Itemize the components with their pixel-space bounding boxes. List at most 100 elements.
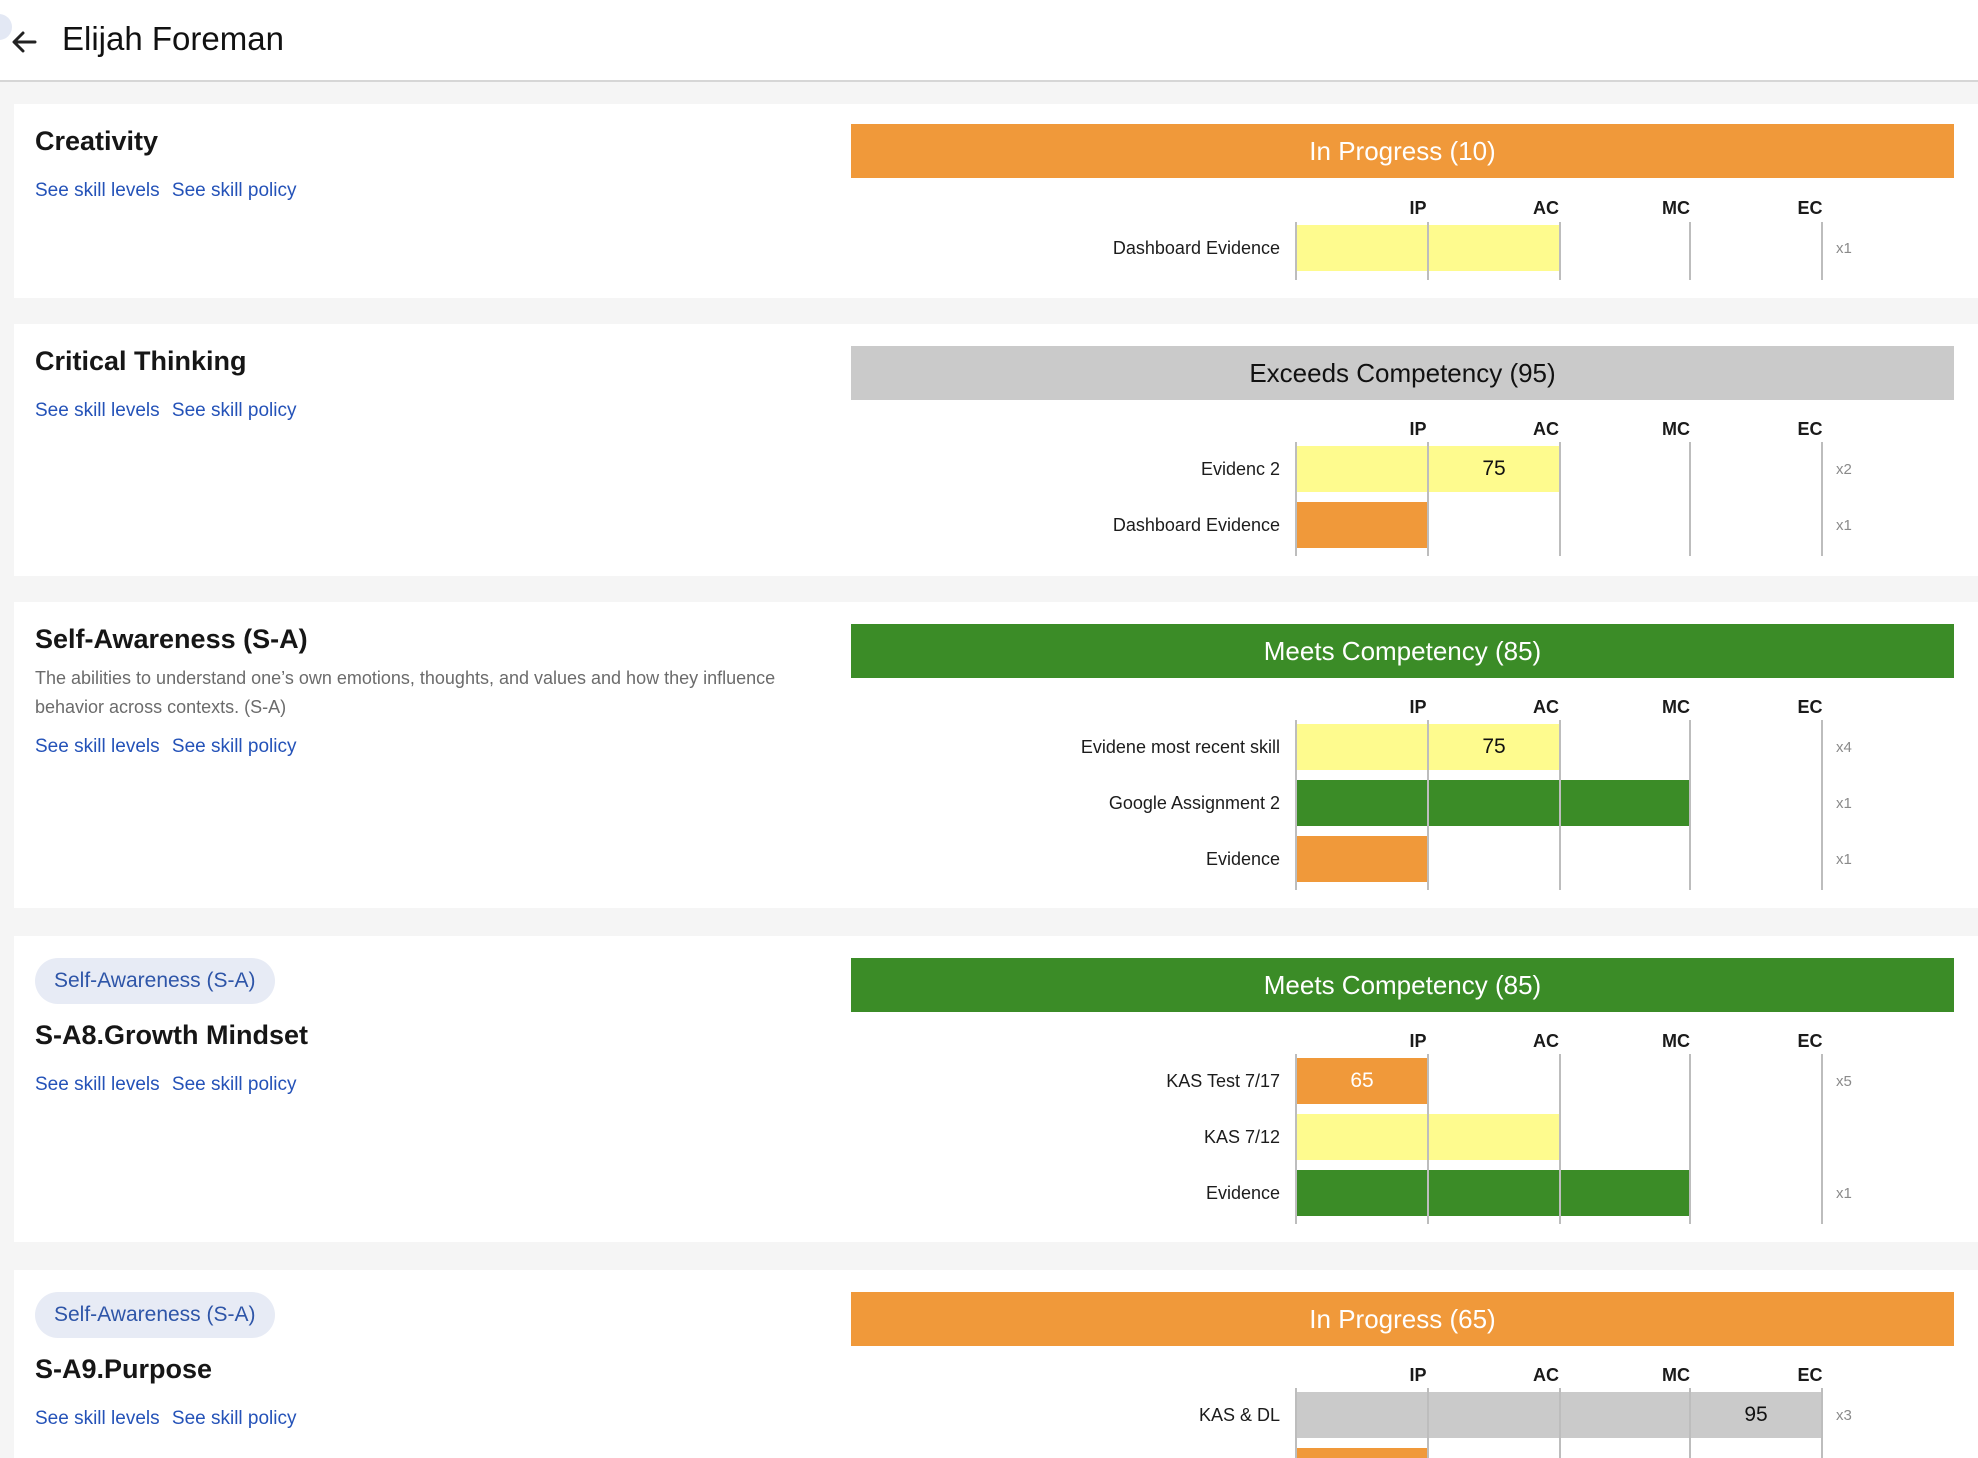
grid-line	[1559, 1054, 1561, 1224]
see-skill-policy-link[interactable]: See skill policy	[171, 180, 297, 201]
level-header-ac: AC	[1533, 697, 1559, 717]
grid-line	[1559, 1388, 1561, 1458]
evidence-weight: x1	[1836, 1185, 1852, 1202]
skill-links: See skill levels See skill policy	[35, 736, 304, 758]
evidence-weight: x1	[1836, 240, 1852, 257]
grid-line	[1427, 720, 1429, 890]
evidence-label: Dashboard Evidence	[1112, 515, 1280, 535]
level-header-ip: IP	[1409, 1031, 1427, 1051]
evidence-weight: x1	[1836, 851, 1852, 868]
evidence-bar[interactable]	[1296, 1170, 1690, 1216]
skill-description: The abilities to understand one’s own em…	[35, 668, 776, 717]
parent-skill-chip[interactable]: Self-Awareness (S-A)	[35, 1292, 275, 1338]
skill-title: Creativity	[35, 126, 159, 156]
grid-line	[1689, 442, 1691, 556]
level-header-ac: AC	[1533, 198, 1559, 218]
evidence-bar[interactable]	[1296, 1058, 1428, 1104]
grid-line	[1295, 1054, 1297, 1224]
evidence-weight: x1	[1836, 795, 1852, 812]
level-header-ac: AC	[1533, 1365, 1559, 1385]
skill-links: See skill levels See skill policy	[35, 400, 304, 422]
evidence-label: KAS 7/12	[1203, 1127, 1280, 1147]
evidence-weight: x5	[1836, 1073, 1852, 1090]
level-header-mc: MC	[1662, 198, 1690, 218]
level-header-ec: EC	[1797, 198, 1823, 218]
see-skill-levels-link[interactable]: See skill levels	[35, 736, 160, 757]
see-skill-levels-link[interactable]: See skill levels	[35, 180, 160, 201]
evidence-score: 65	[1350, 1069, 1374, 1092]
evidence-label: Evidence	[1205, 849, 1280, 869]
skill-card-creativity: Creativity See skill levels See skill po…	[14, 104, 1978, 298]
skill-title: Critical Thinking	[35, 346, 247, 376]
evidence-score: 75	[1482, 457, 1506, 480]
grid-line	[1689, 1388, 1691, 1458]
skill-card-self-awareness: Self-Awareness (S-A) The abilities to un…	[14, 602, 1978, 908]
status-banner: Meets Competency (85)	[851, 624, 1954, 678]
evidence-label: KAS Test 7/17	[1166, 1071, 1280, 1091]
skill-title: S-A8.Growth Mindset	[35, 1020, 309, 1050]
evidence-weight: x3	[1836, 1407, 1852, 1424]
arrow-left-icon	[12, 31, 37, 53]
see-skill-levels-link[interactable]: See skill levels	[35, 1408, 160, 1429]
status-banner: Meets Competency (85)	[851, 958, 1954, 1012]
evidence-weight: x2	[1836, 461, 1852, 478]
evidence-bar-partial[interactable]	[1296, 1448, 1428, 1458]
see-skill-policy-link[interactable]: See skill policy	[171, 400, 297, 421]
grid-line	[1427, 222, 1429, 280]
grid-line	[1295, 222, 1297, 280]
status-banner: In Progress (65)	[851, 1292, 1954, 1346]
grid-line	[1821, 222, 1823, 280]
evidence-bar[interactable]	[1296, 502, 1428, 548]
level-header-ec: EC	[1797, 419, 1823, 439]
skill-links: See skill levels See skill policy	[35, 1408, 304, 1430]
evidence-label: KAS & DL	[1198, 1405, 1280, 1425]
see-skill-levels-link[interactable]: See skill levels	[35, 400, 160, 421]
back-button[interactable]	[0, 22, 48, 62]
evidence-bar[interactable]	[1296, 836, 1428, 882]
see-skill-levels-link[interactable]: See skill levels	[35, 1074, 160, 1095]
grid-line	[1295, 442, 1297, 556]
grid-line	[1427, 1054, 1429, 1224]
level-header-ip: IP	[1409, 198, 1427, 218]
evidence-label: Google Assignment 2	[1108, 793, 1280, 813]
level-header-mc: MC	[1662, 697, 1690, 717]
evidence-label: Evidenc 2	[1200, 459, 1280, 479]
level-header-ip: IP	[1409, 697, 1427, 717]
grid-line	[1427, 442, 1429, 556]
evidence-label: Evidene most recent skill	[1080, 737, 1280, 757]
skill-card-purpose: Self-Awareness (S-A) S-A9.Purpose See sk…	[14, 1270, 1978, 1458]
evidence-score: 75	[1482, 735, 1506, 758]
evidence-label: Evidence	[1205, 1183, 1280, 1203]
level-header-ec: EC	[1797, 1031, 1823, 1051]
grid-line	[1821, 1388, 1823, 1458]
see-skill-policy-link[interactable]: See skill policy	[171, 1074, 297, 1095]
grid-line	[1821, 442, 1823, 556]
level-header-ac: AC	[1533, 1031, 1559, 1051]
level-header-ac: AC	[1533, 419, 1559, 439]
level-header-ip: IP	[1409, 1365, 1427, 1385]
level-header-ec: EC	[1797, 697, 1823, 717]
level-header-mc: MC	[1662, 1365, 1690, 1385]
grid-line	[1821, 1054, 1823, 1224]
see-skill-policy-link[interactable]: See skill policy	[171, 1408, 297, 1429]
level-header-mc: MC	[1662, 419, 1690, 439]
grid-line	[1689, 1054, 1691, 1224]
grid-line	[1559, 442, 1561, 556]
evidence-label: Dashboard Evidence	[1112, 238, 1280, 258]
see-skill-policy-link[interactable]: See skill policy	[171, 736, 297, 757]
skill-links: See skill levels See skill policy	[35, 1074, 304, 1096]
grid-line	[1689, 222, 1691, 280]
page-title: Elijah Foreman	[62, 20, 284, 57]
parent-skill-chip[interactable]: Self-Awareness (S-A)	[35, 958, 275, 1004]
evidence-bar[interactable]	[1296, 780, 1690, 826]
top-bar: Elijah Foreman	[0, 0, 1978, 82]
grid-line	[1559, 720, 1561, 890]
skill-title: S-A9.Purpose	[35, 1354, 213, 1384]
grid-line	[1559, 222, 1561, 280]
skill-card-critical-thinking: Critical Thinking See skill levels See s…	[14, 324, 1978, 576]
evidence-weight: x4	[1836, 739, 1852, 756]
level-header-mc: MC	[1662, 1031, 1690, 1051]
skill-links: See skill levels See skill policy	[35, 180, 304, 202]
level-header-ip: IP	[1409, 419, 1427, 439]
skill-title: Self-Awareness (S-A)	[35, 624, 308, 654]
